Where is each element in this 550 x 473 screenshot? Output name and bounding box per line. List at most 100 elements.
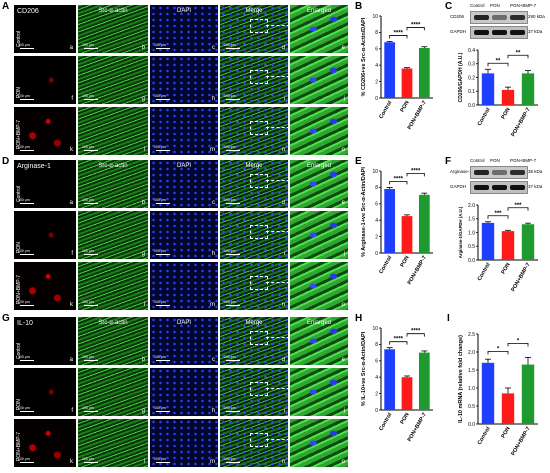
micrograph-tile: i 100 μm (220, 368, 288, 416)
panel-letter: A (2, 1, 10, 12)
scale-text: 100 μm (224, 198, 236, 202)
scale-text: 100 μm (18, 300, 30, 304)
tile-letter: g (141, 251, 145, 257)
scale-text: 100 μm (18, 355, 30, 359)
y-axis-label: IL-10 mRNA (relative fold change) (458, 335, 464, 423)
y-tick-label: 1.0 (468, 386, 475, 392)
tile-letter: l (143, 459, 145, 465)
sig-stars: **** (394, 176, 404, 182)
row-label: PON+BMP-7 (16, 119, 22, 149)
scale-text: 100 μm (224, 406, 236, 410)
scale-bar (20, 305, 34, 306)
y-tick-label: 0.0 (468, 422, 475, 428)
y-tick-label: 0 (375, 408, 378, 414)
blot-strip (470, 181, 528, 194)
y-tick-label: 4 (375, 218, 378, 224)
y-tick-label: 0 (375, 96, 378, 102)
micrograph-tile: j (290, 368, 348, 416)
blot-strip (470, 26, 528, 39)
stain-label: Arginase-1 (17, 163, 51, 170)
micrograph-tile: n 100 μm (220, 107, 288, 155)
y-tick-label: 1.5 (468, 368, 475, 374)
scale-text: 100 μm (18, 94, 30, 98)
tile-letter: j (343, 408, 345, 414)
sig-bracket (406, 173, 425, 177)
tile-letter: g (141, 408, 145, 414)
tile-letter: l (143, 147, 145, 153)
row-label: PON (16, 87, 22, 98)
sig-stars: **** (411, 22, 421, 28)
y-tick-label: 0.4 (468, 48, 475, 54)
micrograph-tile: i 100 μm (220, 211, 288, 259)
y-tick-label: 8 (375, 342, 378, 348)
scale-bar (84, 48, 98, 49)
tile-letter: d (281, 200, 285, 206)
scale-text: 100 μm (82, 145, 94, 149)
scale-text: 100 μm (18, 457, 30, 461)
micrograph-tile: g 100 μm (78, 211, 148, 259)
tile-letter: e (341, 357, 345, 363)
tile-letter: m (210, 459, 215, 465)
scale-bar (156, 462, 170, 463)
bar (418, 352, 430, 410)
micrograph-tile: j (290, 211, 348, 259)
y-tick-label: 0.5 (468, 244, 475, 250)
scale-text: 100 μm (224, 145, 236, 149)
scale-text: 100 μm (18, 406, 30, 410)
sig-stars: **** (411, 168, 421, 174)
tile-letter: k (70, 302, 73, 308)
blot-band (474, 15, 489, 20)
stain-label: DAPI (176, 8, 192, 14)
scale-text: 100 μm (154, 457, 166, 461)
scale-bar (156, 411, 170, 412)
row-label: PON (16, 399, 22, 410)
x-tick-label: PON+BMP-7 (407, 100, 428, 131)
micrograph-tile: o (290, 419, 348, 467)
zoom-box (250, 382, 268, 396)
zoom-arrow (266, 337, 288, 338)
scale-text: 100 μm (224, 94, 236, 98)
sig-bracket (507, 54, 529, 59)
x-tick-label: Control (477, 107, 492, 127)
scale-text: 100 μm (224, 300, 236, 304)
blot-band (492, 185, 507, 190)
micrograph-tile: Enlarged e (290, 5, 348, 53)
blot-band (510, 170, 525, 175)
x-tick-label: Control (378, 412, 393, 432)
scale-bar (156, 203, 170, 204)
y-tick-label: 0.3 (468, 62, 475, 68)
panel-letter: C (445, 1, 453, 12)
stain-label: Enlarged (306, 320, 332, 326)
blot-lane-label: PON (490, 158, 500, 163)
scale-bar (84, 150, 98, 151)
micrograph-tile: Arginase-1 a 100 μm (14, 160, 76, 208)
tile-letter: h (211, 96, 215, 102)
scale-bar (20, 99, 34, 100)
micrograph-tile: l 100 μm (78, 107, 148, 155)
micrograph-tile: l 100 μm (78, 262, 148, 310)
micrograph-tile: Merge d 100 μm (220, 317, 288, 365)
y-tick-label: 2 (375, 391, 378, 397)
tile-letter: l (143, 302, 145, 308)
tile-letter: a (69, 357, 73, 363)
scale-bar (20, 254, 34, 255)
scale-bar (84, 360, 98, 361)
scale-text: 100 μm (82, 198, 94, 202)
sig-bracket (507, 207, 529, 211)
sig-bracket (406, 333, 425, 337)
scale-bar (226, 411, 240, 412)
micrograph-tile: g 100 μm (78, 56, 148, 104)
micrograph-tile: k 100 μm (14, 419, 76, 467)
tile-letter: i (283, 408, 285, 414)
y-tick-label: 0 (375, 251, 378, 257)
row-label: Control (16, 30, 22, 47)
scale-text: 100 μm (224, 457, 236, 461)
scale-text: 100 μm (82, 457, 94, 461)
micrograph-tile: Enlarged e (290, 160, 348, 208)
x-tick-label: PON (400, 255, 411, 268)
panel-letter: F (445, 156, 452, 167)
micrograph-tile: n 100 μm (220, 262, 288, 310)
tile-letter: f (71, 408, 73, 414)
micrograph-tile: g 100 μm (78, 368, 148, 416)
zoom-arrow (266, 388, 288, 389)
